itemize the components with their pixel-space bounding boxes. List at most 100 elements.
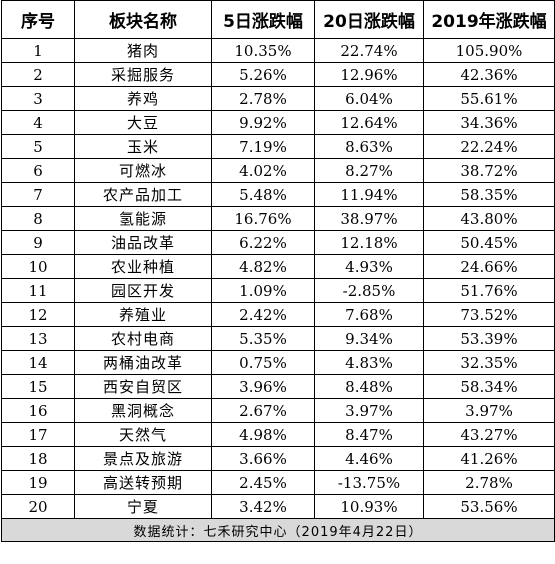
cell-5d-change: 2.78%	[211, 86, 315, 111]
table-row: 11 园区开发 1.09% -2.85% 51.76%	[1, 278, 555, 303]
table-row: 20 宁夏 3.42% 10.93% 53.56%	[1, 494, 555, 519]
cell-index: 18	[1, 446, 75, 471]
cell-5d-change: 9.92%	[211, 110, 315, 135]
cell-sector-name: 采掘服务	[74, 62, 212, 87]
cell-index: 1	[1, 38, 75, 63]
cell-5d-change: 0.75%	[211, 350, 315, 375]
cell-index: 4	[1, 110, 75, 135]
table-row: 9 油品改革 6.22% 12.18% 50.45%	[1, 230, 555, 255]
cell-index: 6	[1, 158, 75, 183]
sector-performance-table: 序号 板块名称 5日涨跌幅 20日涨跌幅 2019年涨跌幅 1 猪肉 10.35% 2…	[1, 0, 555, 542]
header-2019-change: 2019年涨跌幅	[423, 0, 555, 39]
cell-sector-name: 养鸡	[74, 86, 212, 111]
cell-5d-change: 2.45%	[211, 470, 315, 495]
cell-sector-name: 养殖业	[74, 302, 212, 327]
cell-2019-change: 53.56%	[423, 494, 555, 519]
cell-20d-change: 38.97%	[314, 206, 424, 231]
table-row: 15 西安自贸区 3.96% 8.48% 58.34%	[1, 374, 555, 399]
cell-20d-change: 12.18%	[314, 230, 424, 255]
cell-sector-name: 可燃冰	[74, 158, 212, 183]
cell-2019-change: 3.97%	[423, 398, 555, 423]
table-row: 13 农村电商 5.35% 9.34% 53.39%	[1, 326, 555, 351]
cell-sector-name: 宁夏	[74, 494, 212, 519]
table-row: 17 天然气 4.98% 8.47% 43.27%	[1, 422, 555, 447]
cell-sector-name: 油品改革	[74, 230, 212, 255]
cell-5d-change: 7.19%	[211, 134, 315, 159]
cell-index: 17	[1, 422, 75, 447]
cell-20d-change: 8.27%	[314, 158, 424, 183]
header-index: 序号	[1, 0, 75, 39]
table-row: 7 农产品加工 5.48% 11.94% 58.35%	[1, 182, 555, 207]
cell-20d-change: 12.96%	[314, 62, 424, 87]
cell-20d-change: -13.75%	[314, 470, 424, 495]
cell-5d-change: 16.76%	[211, 206, 315, 231]
footer-row: 数据统计：七禾研究中心（2019年4月22日）	[1, 518, 555, 542]
cell-5d-change: 5.48%	[211, 182, 315, 207]
cell-20d-change: 9.34%	[314, 326, 424, 351]
cell-2019-change: 55.61%	[423, 86, 555, 111]
cell-5d-change: 4.82%	[211, 254, 315, 279]
cell-20d-change: 4.46%	[314, 446, 424, 471]
table-row: 3 养鸡 2.78% 6.04% 55.61%	[1, 86, 555, 111]
cell-index: 14	[1, 350, 75, 375]
cell-2019-change: 58.34%	[423, 374, 555, 399]
cell-5d-change: 6.22%	[211, 230, 315, 255]
table-row: 8 氢能源 16.76% 38.97% 43.80%	[1, 206, 555, 231]
table-row: 18 景点及旅游 3.66% 4.46% 41.26%	[1, 446, 555, 471]
cell-index: 20	[1, 494, 75, 519]
cell-20d-change: 10.93%	[314, 494, 424, 519]
cell-2019-change: 42.36%	[423, 62, 555, 87]
cell-sector-name: 两桶油改革	[74, 350, 212, 375]
cell-2019-change: 43.80%	[423, 206, 555, 231]
cell-index: 7	[1, 182, 75, 207]
cell-20d-change: 3.97%	[314, 398, 424, 423]
cell-2019-change: 41.26%	[423, 446, 555, 471]
cell-sector-name: 西安自贸区	[74, 374, 212, 399]
cell-index: 19	[1, 470, 75, 495]
table-row: 4 大豆 9.92% 12.64% 34.36%	[1, 110, 555, 135]
cell-2019-change: 34.36%	[423, 110, 555, 135]
table-row: 10 农业种植 4.82% 4.93% 24.66%	[1, 254, 555, 279]
cell-20d-change: 4.83%	[314, 350, 424, 375]
cell-20d-change: 8.48%	[314, 374, 424, 399]
table-row: 12 养殖业 2.42% 7.68% 73.52%	[1, 302, 555, 327]
cell-5d-change: 3.42%	[211, 494, 315, 519]
cell-2019-change: 43.27%	[423, 422, 555, 447]
cell-5d-change: 3.66%	[211, 446, 315, 471]
cell-20d-change: -2.85%	[314, 278, 424, 303]
cell-2019-change: 53.39%	[423, 326, 555, 351]
cell-sector-name: 氢能源	[74, 206, 212, 231]
cell-sector-name: 农村电商	[74, 326, 212, 351]
cell-5d-change: 10.35%	[211, 38, 315, 63]
cell-5d-change: 2.67%	[211, 398, 315, 423]
header-20d-change: 20日涨跌幅	[314, 0, 424, 39]
cell-2019-change: 73.52%	[423, 302, 555, 327]
cell-2019-change: 38.72%	[423, 158, 555, 183]
cell-5d-change: 4.02%	[211, 158, 315, 183]
table-row: 1 猪肉 10.35% 22.74% 105.90%	[1, 38, 555, 63]
table-row: 5 玉米 7.19% 8.63% 22.24%	[1, 134, 555, 159]
cell-2019-change: 105.90%	[423, 38, 555, 63]
cell-sector-name: 大豆	[74, 110, 212, 135]
cell-sector-name: 玉米	[74, 134, 212, 159]
cell-2019-change: 50.45%	[423, 230, 555, 255]
cell-sector-name: 景点及旅游	[74, 446, 212, 471]
cell-20d-change: 4.93%	[314, 254, 424, 279]
cell-index: 16	[1, 398, 75, 423]
cell-5d-change: 5.26%	[211, 62, 315, 87]
cell-20d-change: 7.68%	[314, 302, 424, 327]
cell-2019-change: 24.66%	[423, 254, 555, 279]
cell-5d-change: 2.42%	[211, 302, 315, 327]
cell-2019-change: 51.76%	[423, 278, 555, 303]
cell-index: 2	[1, 62, 75, 87]
cell-sector-name: 农业种植	[74, 254, 212, 279]
table-row: 16 黑洞概念 2.67% 3.97% 3.97%	[1, 398, 555, 423]
cell-index: 13	[1, 326, 75, 351]
cell-sector-name: 天然气	[74, 422, 212, 447]
cell-index: 15	[1, 374, 75, 399]
cell-20d-change: 8.47%	[314, 422, 424, 447]
table-row: 19 高送转预期 2.45% -13.75% 2.78%	[1, 470, 555, 495]
cell-2019-change: 22.24%	[423, 134, 555, 159]
header-row: 序号 板块名称 5日涨跌幅 20日涨跌幅 2019年涨跌幅	[1, 0, 555, 39]
